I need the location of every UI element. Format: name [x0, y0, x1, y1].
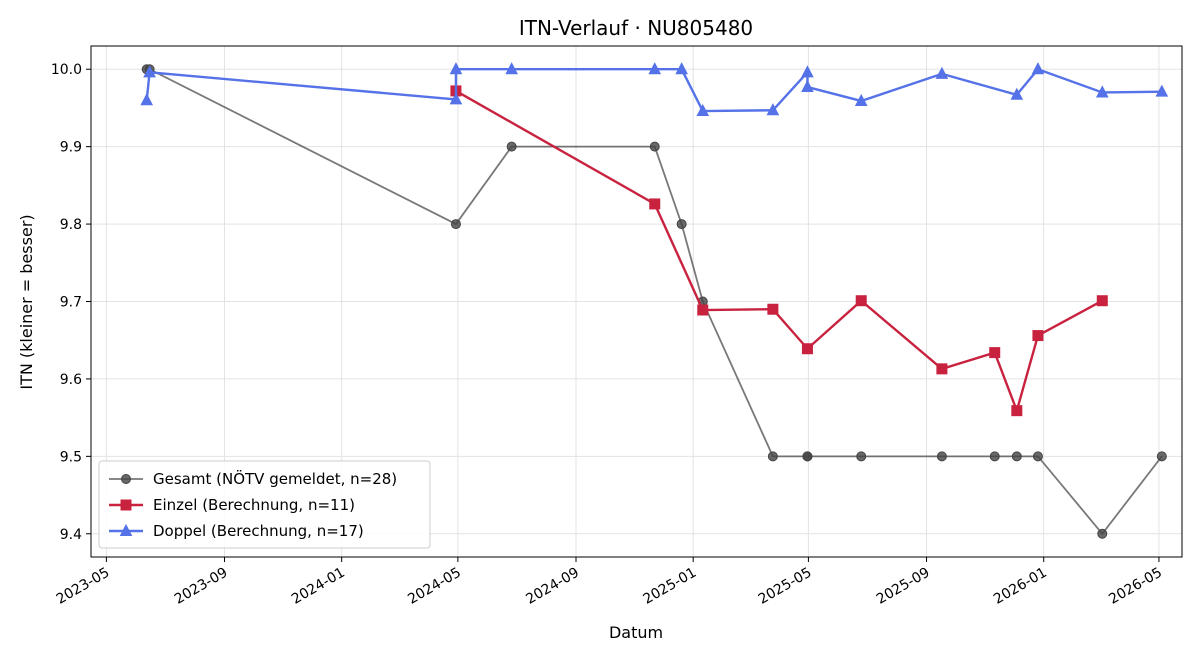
y-tick-label: 9.9: [60, 140, 82, 156]
legend-label: Gesamt (NÖTV gemeldet, n=28): [153, 469, 397, 488]
y-tick-label: 9.4: [60, 527, 82, 543]
data-point: [449, 92, 463, 105]
data-point: [854, 93, 868, 106]
chart-title: ITN-Verlauf · NU805480: [519, 16, 753, 40]
data-point: [856, 451, 867, 462]
data-point: [1095, 85, 1109, 98]
data-point: [1155, 84, 1169, 97]
data-point: [766, 103, 780, 116]
data-point: [676, 219, 687, 230]
series-circle: [141, 64, 1167, 539]
data-point: [989, 347, 1001, 359]
data-point: [801, 343, 813, 355]
series-layer: [140, 62, 1169, 539]
y-tick-label: 10.0: [51, 62, 82, 78]
y-tick-label: 9.5: [60, 449, 82, 465]
data-point: [1010, 87, 1024, 100]
y-tick-label: 9.6: [60, 372, 82, 388]
legend-label: Einzel (Berechnung, n=11): [153, 496, 355, 514]
y-tick-label: 9.7: [60, 295, 82, 311]
legend-label: Doppel (Berechnung, n=17): [153, 522, 364, 540]
data-point: [1032, 330, 1044, 342]
data-point: [506, 141, 517, 152]
data-point: [449, 62, 463, 75]
x-axis-label: Datum: [609, 623, 663, 642]
legend: Gesamt (NÖTV gemeldet, n=28) Einzel (Bere…: [98, 460, 431, 549]
legend-marker: [120, 499, 132, 511]
legend-box: [98, 460, 431, 549]
data-point: [649, 141, 660, 152]
y-axis-label: ITN (kleiner = besser): [17, 214, 36, 389]
data-point: [675, 62, 688, 75]
data-point: [1031, 62, 1045, 75]
data-point: [801, 65, 814, 78]
data-point: [1097, 528, 1108, 539]
data-point: [697, 304, 709, 316]
legend-marker: [121, 474, 131, 484]
data-point: [649, 198, 661, 210]
data-point: [767, 303, 779, 315]
legend-item: Gesamt (NÖTV gemeldet, n=28): [109, 469, 397, 488]
data-point: [801, 79, 814, 93]
data-point: [802, 451, 813, 462]
legend-marker: [119, 523, 133, 536]
y-tick-label: 9.8: [60, 217, 82, 233]
series-line: [146, 68, 1163, 536]
legend-item: Einzel (Berechnung, n=11): [109, 496, 355, 514]
y-axis: 9.4 9.5 9.6 9.7 9.8 9.9 10.0: [51, 62, 91, 543]
data-point: [935, 66, 949, 79]
series-square: [450, 85, 1108, 417]
data-point: [450, 219, 461, 230]
data-point: [143, 65, 156, 78]
data-point: [936, 451, 947, 462]
data-point: [767, 451, 778, 462]
data-point: [1011, 451, 1022, 462]
data-point: [140, 93, 154, 106]
data-point: [696, 103, 710, 117]
grid: [91, 46, 1182, 557]
data-point: [1156, 451, 1167, 462]
series-triangle: [140, 62, 1169, 117]
data-point: [1096, 295, 1108, 307]
data-point: [1011, 405, 1023, 417]
data-point: [505, 62, 518, 75]
data-point: [648, 62, 662, 75]
legend-item: Doppel (Berechnung, n=17): [109, 522, 364, 540]
data-point: [936, 363, 948, 375]
data-point: [989, 451, 1000, 462]
data-point: [855, 295, 867, 307]
data-point: [1032, 451, 1043, 462]
